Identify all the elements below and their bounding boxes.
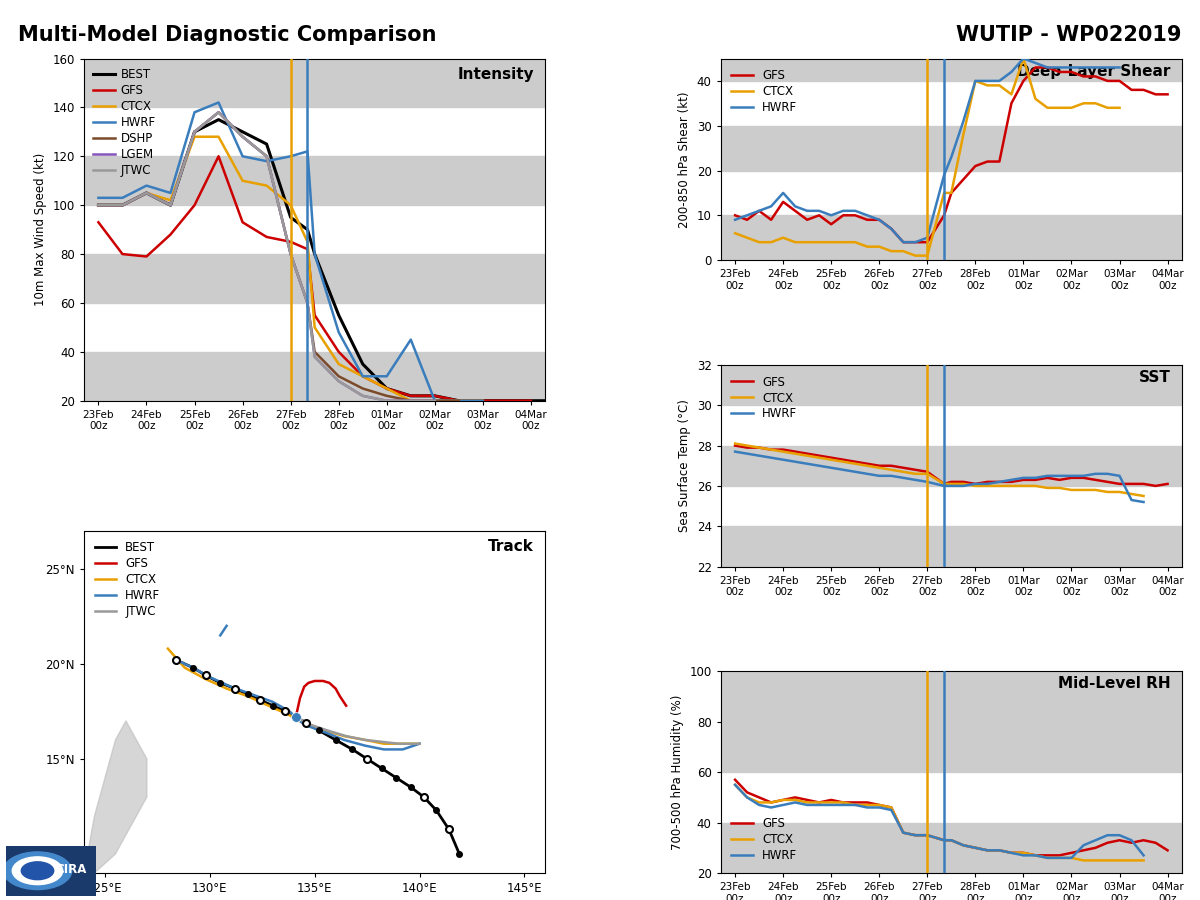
Bar [721,823,1182,873]
Circle shape [4,852,72,889]
Text: SST: SST [1139,370,1170,385]
Legend: GFS, CTCX, HWRF: GFS, CTCX, HWRF [726,813,802,867]
Text: Intensity: Intensity [457,68,534,82]
Y-axis label: 200-850 hPa Shear (kt): 200-850 hPa Shear (kt) [678,91,691,228]
Bar [721,364,1182,405]
Bar [721,215,1182,260]
Text: Multi-Model Diagnostic Comparison: Multi-Model Diagnostic Comparison [18,25,437,45]
Bar [84,254,545,303]
Bar [84,58,545,107]
Bar [721,722,1182,772]
Bar [721,446,1182,486]
Bar [84,352,545,400]
Bar [721,671,1182,722]
Legend: GFS, CTCX, HWRF: GFS, CTCX, HWRF [726,65,802,119]
Bar [721,58,1182,81]
Circle shape [12,857,62,885]
Text: WUTIP - WP022019: WUTIP - WP022019 [956,25,1182,45]
Bar [721,526,1182,567]
Text: Mid-Level RH: Mid-Level RH [1058,677,1170,691]
Circle shape [22,862,54,879]
Text: CIRA: CIRA [55,863,86,877]
Y-axis label: Sea Surface Temp (°C): Sea Surface Temp (°C) [678,400,691,532]
Text: Track: Track [488,539,534,554]
Y-axis label: 10m Max Wind Speed (kt): 10m Max Wind Speed (kt) [34,153,47,306]
Y-axis label: 700-500 hPa Humidity (%): 700-500 hPa Humidity (%) [671,695,684,850]
Legend: GFS, CTCX, HWRF: GFS, CTCX, HWRF [726,371,802,425]
Polygon shape [84,721,146,873]
Bar [84,157,545,205]
Bar [721,126,1182,170]
Legend: BEST, GFS, CTCX, HWRF, JTWC: BEST, GFS, CTCX, HWRF, JTWC [90,536,166,623]
Text: Deep-Layer Shear: Deep-Layer Shear [1018,64,1170,78]
Legend: BEST, GFS, CTCX, HWRF, DSHP, LGEM, JTWC: BEST, GFS, CTCX, HWRF, DSHP, LGEM, JTWC [90,65,160,180]
